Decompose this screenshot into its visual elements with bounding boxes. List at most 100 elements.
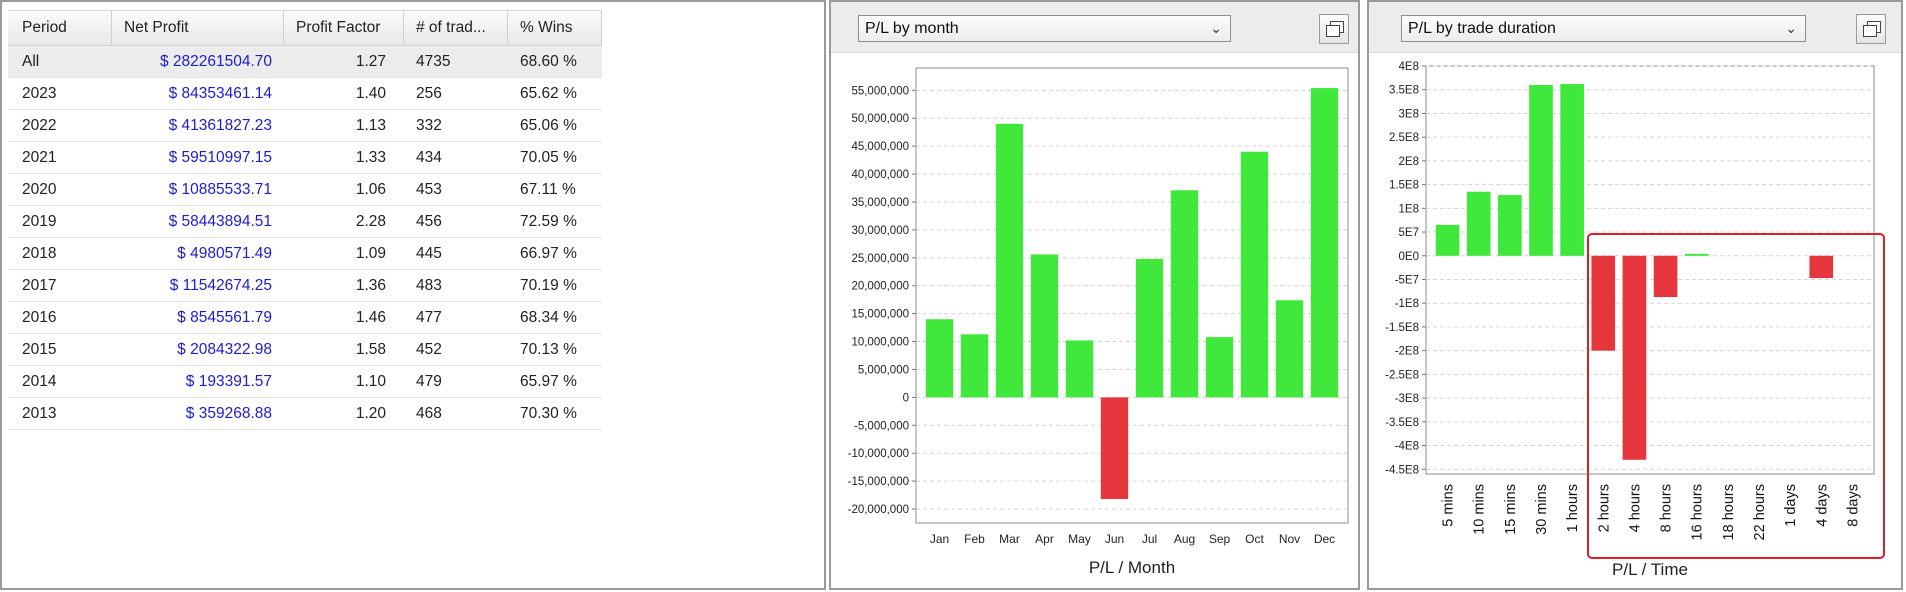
x-tick-label: Dec <box>1314 532 1335 546</box>
y-tick-label: 5E7 <box>1399 227 1419 239</box>
col-header-wins[interactable]: % Wins <box>508 11 602 45</box>
period-cell: 2021 <box>22 149 57 166</box>
table-row[interactable]: 2021 $ 59510997.15 1.33 434 70.05 % <box>8 142 602 174</box>
wins-cell: 68.60 % <box>520 53 577 70</box>
bar <box>1560 84 1584 256</box>
restore-window-icon[interactable] <box>1319 14 1349 44</box>
y-tick-label: -5E7 <box>1395 274 1419 286</box>
y-tick-label: 1E8 <box>1399 203 1419 215</box>
wins-cell: 70.30 % <box>520 405 577 422</box>
x-tick-label: Jun <box>1105 532 1124 546</box>
table-row[interactable]: 2015 $ 2084322.98 1.58 452 70.13 % <box>8 334 602 366</box>
net-profit-cell: $ 84353461.14 <box>168 85 272 102</box>
x-tick-label: 8 hours <box>1659 484 1675 532</box>
period-cell: All <box>22 53 40 70</box>
trades-cell: 483 <box>416 277 442 294</box>
trades-cell: 456 <box>416 213 442 230</box>
wins-cell: 65.97 % <box>520 373 577 390</box>
period-cell: 2019 <box>22 213 57 230</box>
profit-factor-cell: 1.20 <box>355 405 386 422</box>
trades-cell: 468 <box>416 405 442 422</box>
net-profit-cell: $ 41361827.23 <box>168 117 272 134</box>
y-tick-label: -2E8 <box>1395 346 1419 358</box>
y-tick-label: 40,000,000 <box>851 169 909 181</box>
x-tick-label: Aug <box>1174 532 1195 546</box>
x-tick-label: Feb <box>964 532 985 546</box>
table-row[interactable]: 2023 $ 84353461.14 1.40 256 65.62 % <box>8 78 602 110</box>
profit-factor-cell: 1.46 <box>355 309 386 326</box>
x-tick-label: Mar <box>999 532 1020 546</box>
y-tick-label: 3.5E8 <box>1389 85 1419 97</box>
net-profit-cell: $ 2084322.98 <box>177 341 272 358</box>
y-tick-label: 15,000,000 <box>851 309 909 321</box>
x-tick-label: 10 mins <box>1472 484 1488 535</box>
profit-factor-cell: 1.09 <box>355 245 386 262</box>
table-row[interactable]: 2020 $ 10885533.71 1.06 453 67.11 % <box>8 174 602 206</box>
col-header-trades[interactable]: # of trad... <box>404 11 508 45</box>
chart-type-select-value: P/L by month <box>865 20 959 37</box>
table-row[interactable]: 2018 $ 4980571.49 1.09 445 66.97 % <box>8 238 602 270</box>
chevron-down-icon: ⌄ <box>1210 20 1222 36</box>
profit-factor-cell: 1.13 <box>355 117 386 134</box>
bar <box>1653 255 1678 298</box>
col-header-period[interactable]: Period <box>8 11 112 45</box>
table-row[interactable]: 2017 $ 11542674.25 1.36 483 70.19 % <box>8 270 602 302</box>
table-row[interactable]: 2019 $ 58443894.51 2.28 456 72.59 % <box>8 206 602 238</box>
x-tick-label: 1 days <box>1783 484 1799 527</box>
y-tick-label: 0E0 <box>1399 251 1419 263</box>
bar <box>1065 340 1094 398</box>
table-row[interactable]: 2016 $ 8545561.79 1.46 477 68.34 % <box>8 302 602 334</box>
net-profit-cell: $ 59510997.15 <box>168 149 272 166</box>
net-profit-cell: $ 4980571.49 <box>177 245 272 262</box>
bar <box>1030 254 1059 398</box>
x-tick-label: Apr <box>1035 532 1054 546</box>
x-tick-label: Nov <box>1279 532 1300 546</box>
table-row[interactable]: 2014 $ 193391.57 1.10 479 65.97 % <box>8 366 602 398</box>
highlight-box <box>1587 233 1885 559</box>
wins-cell: 72.59 % <box>520 213 577 230</box>
table-row[interactable]: 2013 $ 359268.88 1.20 468 70.30 % <box>8 398 602 430</box>
y-tick-label: 25,000,000 <box>851 253 909 265</box>
bar <box>1205 337 1234 398</box>
trades-cell: 256 <box>416 85 442 102</box>
period-cell: 2023 <box>22 85 57 102</box>
y-tick-label: 55,000,000 <box>851 85 909 97</box>
chart-type-select[interactable]: P/L by trade duration ⌄ <box>1401 15 1806 42</box>
x-axis-title: P/L / Time <box>1612 560 1688 579</box>
bar <box>1310 88 1339 398</box>
wins-cell: 70.05 % <box>520 149 577 166</box>
trades-cell: 4735 <box>416 53 451 70</box>
net-profit-cell: $ 8545561.79 <box>177 309 272 326</box>
bar <box>1435 224 1460 256</box>
col-header-net-profit[interactable]: Net Profit <box>112 11 284 45</box>
y-tick-label: 3E8 <box>1399 108 1419 120</box>
y-tick-label: 4E8 <box>1399 61 1419 73</box>
bar <box>1498 195 1522 256</box>
table-row[interactable]: 2022 $ 41361827.23 1.13 332 65.06 % <box>8 110 602 142</box>
chevron-down-icon: ⌄ <box>1785 20 1797 36</box>
x-tick-label: Sep <box>1209 532 1231 546</box>
wins-cell: 65.06 % <box>520 117 577 134</box>
bar <box>925 319 954 398</box>
x-tick-label: 22 hours <box>1752 484 1768 540</box>
pl-by-duration-panel: P/L by trade duration ⌄ 4E8 3.5E8 3E8 2.5E8… <box>1367 0 1903 590</box>
trades-cell: 452 <box>416 341 442 358</box>
col-header-profit-factor[interactable]: Profit Factor <box>284 11 404 45</box>
bar <box>960 334 989 398</box>
bar <box>1809 255 1834 279</box>
pl-by-duration-chart: 4E8 3.5E8 3E8 2.5E8 2E8 1.5E8 1E8 5E7 0E0 -5E7 -1E… <box>1385 61 1885 579</box>
restore-window-icon[interactable] <box>1856 14 1886 44</box>
profit-factor-cell: 1.58 <box>355 341 386 358</box>
bar <box>1529 84 1553 256</box>
bar <box>1135 258 1164 398</box>
table-body: All $ 282261504.70 1.27 4735 68.60 % 2023 $ 84… <box>8 46 602 430</box>
table-row[interactable]: All $ 282261504.70 1.27 4735 68.60 % <box>8 46 602 78</box>
chart-type-select[interactable]: P/L by month ⌄ <box>858 15 1231 42</box>
bar <box>1100 397 1129 499</box>
bar <box>1466 191 1491 256</box>
profit-factor-cell: 1.27 <box>355 53 386 70</box>
bar <box>1275 300 1304 398</box>
y-tick-label: -3.5E8 <box>1385 417 1419 429</box>
bar <box>1622 255 1647 460</box>
y-tick-label: 35,000,000 <box>851 197 909 209</box>
